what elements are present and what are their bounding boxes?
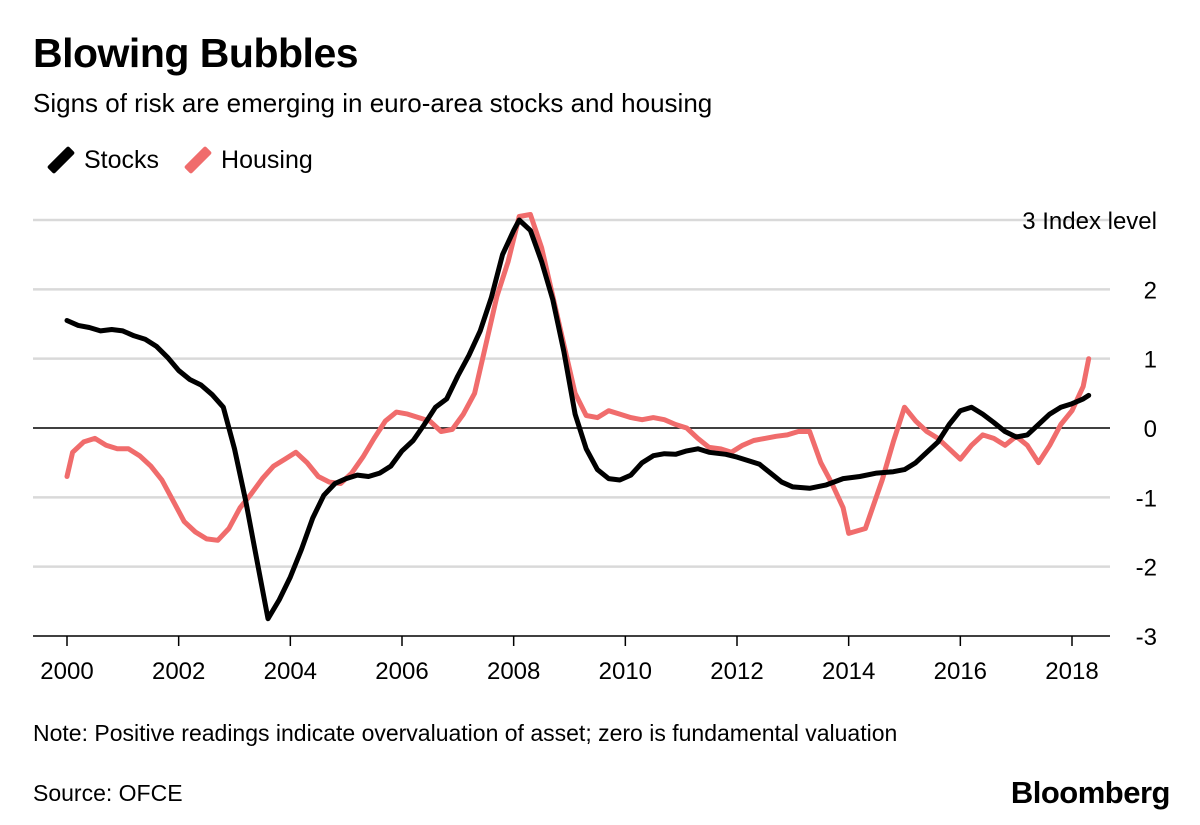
y-tick-label: -3: [1136, 624, 1157, 651]
x-tick-label: 2018: [1045, 658, 1098, 685]
x-tick-label: 2014: [822, 658, 875, 685]
line-chart: 3 Index level 2 1 0 -1 -2 -3 2000 2002 2004 2006 20…: [33, 208, 1157, 685]
legend-item-stocks: Stocks: [46, 145, 160, 175]
x-tick-label: 2008: [487, 658, 540, 685]
x-tick-label: 2012: [710, 658, 763, 685]
x-tick-label: 2016: [934, 658, 987, 685]
series-line-stocks: [64, 217, 1092, 622]
chart-note: Note: Positive readings indicate overval…: [33, 720, 898, 746]
x-tick-label: 2010: [599, 658, 652, 685]
legend-swatch-stocks: [46, 145, 76, 175]
y-tick-label: 1: [1144, 347, 1157, 374]
series-line-housing: [64, 212, 1092, 543]
x-tick-label: 2006: [375, 658, 428, 685]
legend-label-stocks: Stocks: [84, 145, 160, 174]
legend: Stocks Housing: [46, 145, 341, 175]
y-tick-label: 2: [1144, 277, 1157, 304]
chart-title: Blowing Bubbles: [33, 30, 359, 76]
chart-source: Source: OFCE: [33, 780, 183, 806]
x-tick-label: 2004: [264, 658, 317, 685]
y-tick-label: -2: [1136, 555, 1157, 582]
legend-swatch-housing: [183, 145, 213, 175]
legend-label-housing: Housing: [221, 145, 313, 174]
y-tick-label: 3 Index level: [1022, 208, 1157, 235]
y-tick-label: 0: [1144, 416, 1157, 443]
y-tick-label: -1: [1136, 485, 1157, 512]
bloomberg-logo: Bloomberg: [1010, 775, 1171, 810]
x-tick-label: 2002: [152, 658, 205, 685]
chart-subtitle: Signs of risk are emerging in euro-area …: [33, 88, 713, 118]
legend-item-housing: Housing: [183, 145, 313, 175]
x-tick-label: 2000: [40, 658, 93, 685]
